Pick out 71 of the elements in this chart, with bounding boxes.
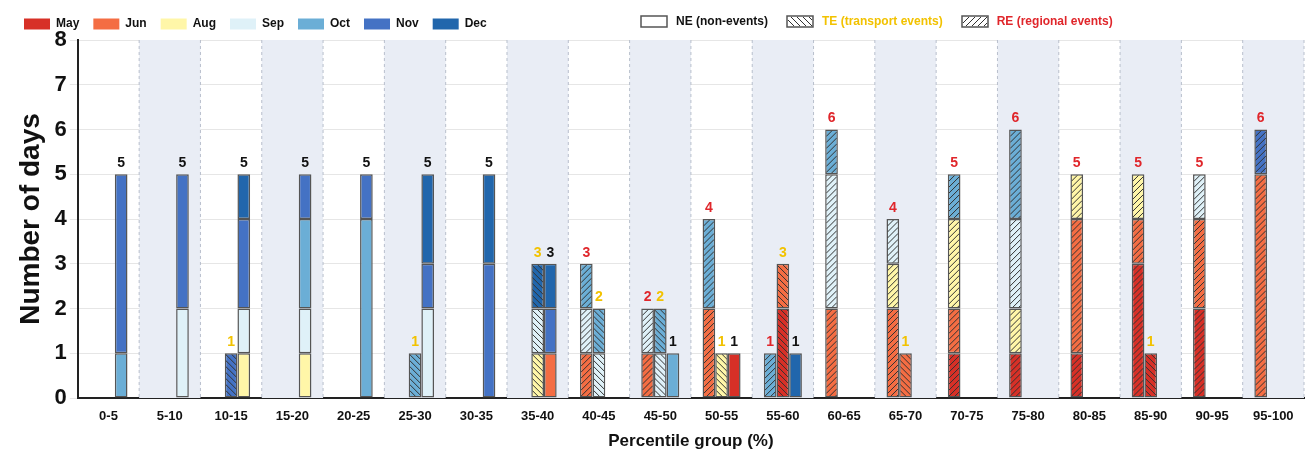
x-tick-label: 45-50 bbox=[643, 408, 677, 424]
data-label: 1 bbox=[730, 333, 739, 350]
x-tick-label: 20-25 bbox=[337, 408, 371, 424]
data-label: 3 bbox=[546, 243, 555, 260]
data-label: 1 bbox=[669, 333, 678, 350]
y-tick-label: 2 bbox=[54, 294, 67, 320]
data-label: 4 bbox=[888, 198, 897, 215]
data-label: 1 bbox=[901, 333, 910, 350]
x-tick-label: 85-90 bbox=[1134, 408, 1168, 424]
x-tick-label: 10-15 bbox=[214, 408, 248, 424]
data-label: 3 bbox=[582, 243, 591, 260]
data-label: 4 bbox=[705, 198, 713, 215]
data-label: 5 bbox=[117, 154, 126, 171]
x-tick-label: 40-45 bbox=[582, 408, 616, 424]
data-label: 1 bbox=[791, 333, 800, 350]
data-label: 1 bbox=[717, 333, 726, 350]
x-tick-label: 75-80 bbox=[1011, 408, 1045, 424]
data-label: 3 bbox=[533, 243, 542, 260]
legend-label: Aug bbox=[192, 16, 217, 31]
y-tick-label: 3 bbox=[54, 249, 67, 275]
data-label: 5 bbox=[301, 154, 310, 171]
x-tick-label: 25-30 bbox=[398, 408, 432, 424]
data-label: 5 bbox=[423, 154, 432, 171]
x-tick-label: 55-60 bbox=[766, 408, 800, 424]
text: NE (non-events) bbox=[676, 14, 769, 28]
legend-label: Sep bbox=[262, 16, 285, 31]
x-tick-label: 80-85 bbox=[1072, 408, 1107, 424]
data-label: 5 bbox=[362, 154, 371, 171]
data-label: 5 bbox=[1134, 154, 1143, 171]
data-label: 2 bbox=[656, 288, 665, 305]
data-label: 5 bbox=[485, 154, 494, 171]
y-tick-label: 7 bbox=[54, 70, 67, 96]
x-tick-label: 35-40 bbox=[521, 408, 555, 424]
data-label: 1 bbox=[227, 333, 236, 350]
data-label: 2 bbox=[643, 288, 652, 305]
data-label: 1 bbox=[411, 333, 420, 350]
y-tick-label: 6 bbox=[54, 115, 67, 141]
data-label: 6 bbox=[1011, 109, 1020, 126]
y-tick-label: 4 bbox=[54, 205, 68, 231]
data-label: 6 bbox=[827, 109, 836, 126]
data-label: 1 bbox=[1146, 333, 1155, 350]
x-tick-label: 30-35 bbox=[459, 408, 493, 424]
data-label: 5 bbox=[1072, 154, 1081, 171]
data-label: 2 bbox=[595, 288, 604, 305]
data-label: 6 bbox=[1256, 109, 1265, 126]
x-axis-title: Percentile group (%) bbox=[608, 431, 774, 451]
data-label: 5 bbox=[239, 154, 248, 171]
text: RE (regional events) bbox=[996, 14, 1113, 28]
data-label: 5 bbox=[950, 154, 959, 171]
data-label: 5 bbox=[178, 154, 187, 171]
x-tick-label: 5-10 bbox=[156, 408, 183, 424]
legend-label: Oct bbox=[330, 16, 351, 31]
y-axis-title: Number of days bbox=[13, 113, 45, 325]
legend-label: Dec bbox=[464, 16, 488, 31]
x-tick-label: 50-55 bbox=[704, 408, 739, 424]
data-label: 5 bbox=[1195, 154, 1204, 171]
x-tick-label: 70-75 bbox=[950, 408, 984, 424]
text: TE (transport events) bbox=[822, 14, 943, 28]
x-tick-label: 60-65 bbox=[827, 408, 861, 424]
x-tick-label: 0-5 bbox=[99, 408, 118, 424]
y-tick-label: 0 bbox=[54, 384, 67, 410]
legend-label: Jun bbox=[125, 16, 147, 31]
x-tick-label: 15-20 bbox=[275, 408, 310, 424]
data-label: 1 bbox=[766, 333, 775, 350]
legend-label: Nov bbox=[396, 16, 420, 31]
x-tick-label: 90-95 bbox=[1195, 408, 1229, 424]
y-tick-label: 5 bbox=[54, 160, 67, 186]
y-tick-label: 1 bbox=[54, 339, 67, 365]
x-tick-label: 65-70 bbox=[888, 408, 923, 424]
data-label: 3 bbox=[778, 243, 787, 260]
x-tick-label: 95-100 bbox=[1253, 408, 1294, 424]
